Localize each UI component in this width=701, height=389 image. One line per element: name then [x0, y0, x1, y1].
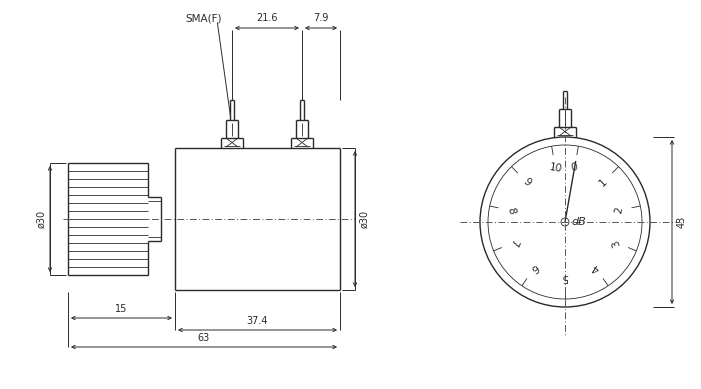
Text: SMA(F): SMA(F) [185, 13, 222, 23]
Text: 63: 63 [198, 333, 210, 343]
Text: 21.6: 21.6 [257, 13, 278, 23]
Text: 1: 1 [597, 177, 609, 188]
Text: 7.9: 7.9 [313, 13, 329, 23]
Text: 15: 15 [115, 304, 128, 314]
Text: 4: 4 [590, 261, 601, 273]
Text: 10: 10 [548, 162, 563, 174]
Text: 2: 2 [613, 206, 625, 215]
Text: 6: 6 [529, 261, 540, 273]
Text: ø30: ø30 [36, 210, 46, 228]
Text: dB: dB [571, 217, 586, 227]
Text: 37.4: 37.4 [247, 316, 268, 326]
Text: ø30: ø30 [359, 210, 369, 228]
Text: 8: 8 [505, 206, 517, 215]
Text: 7: 7 [508, 238, 520, 247]
Text: 9: 9 [521, 177, 533, 188]
Text: 43: 43 [677, 216, 687, 228]
Text: 0: 0 [571, 162, 578, 173]
Text: 5: 5 [562, 272, 569, 282]
Text: 3: 3 [610, 238, 622, 247]
